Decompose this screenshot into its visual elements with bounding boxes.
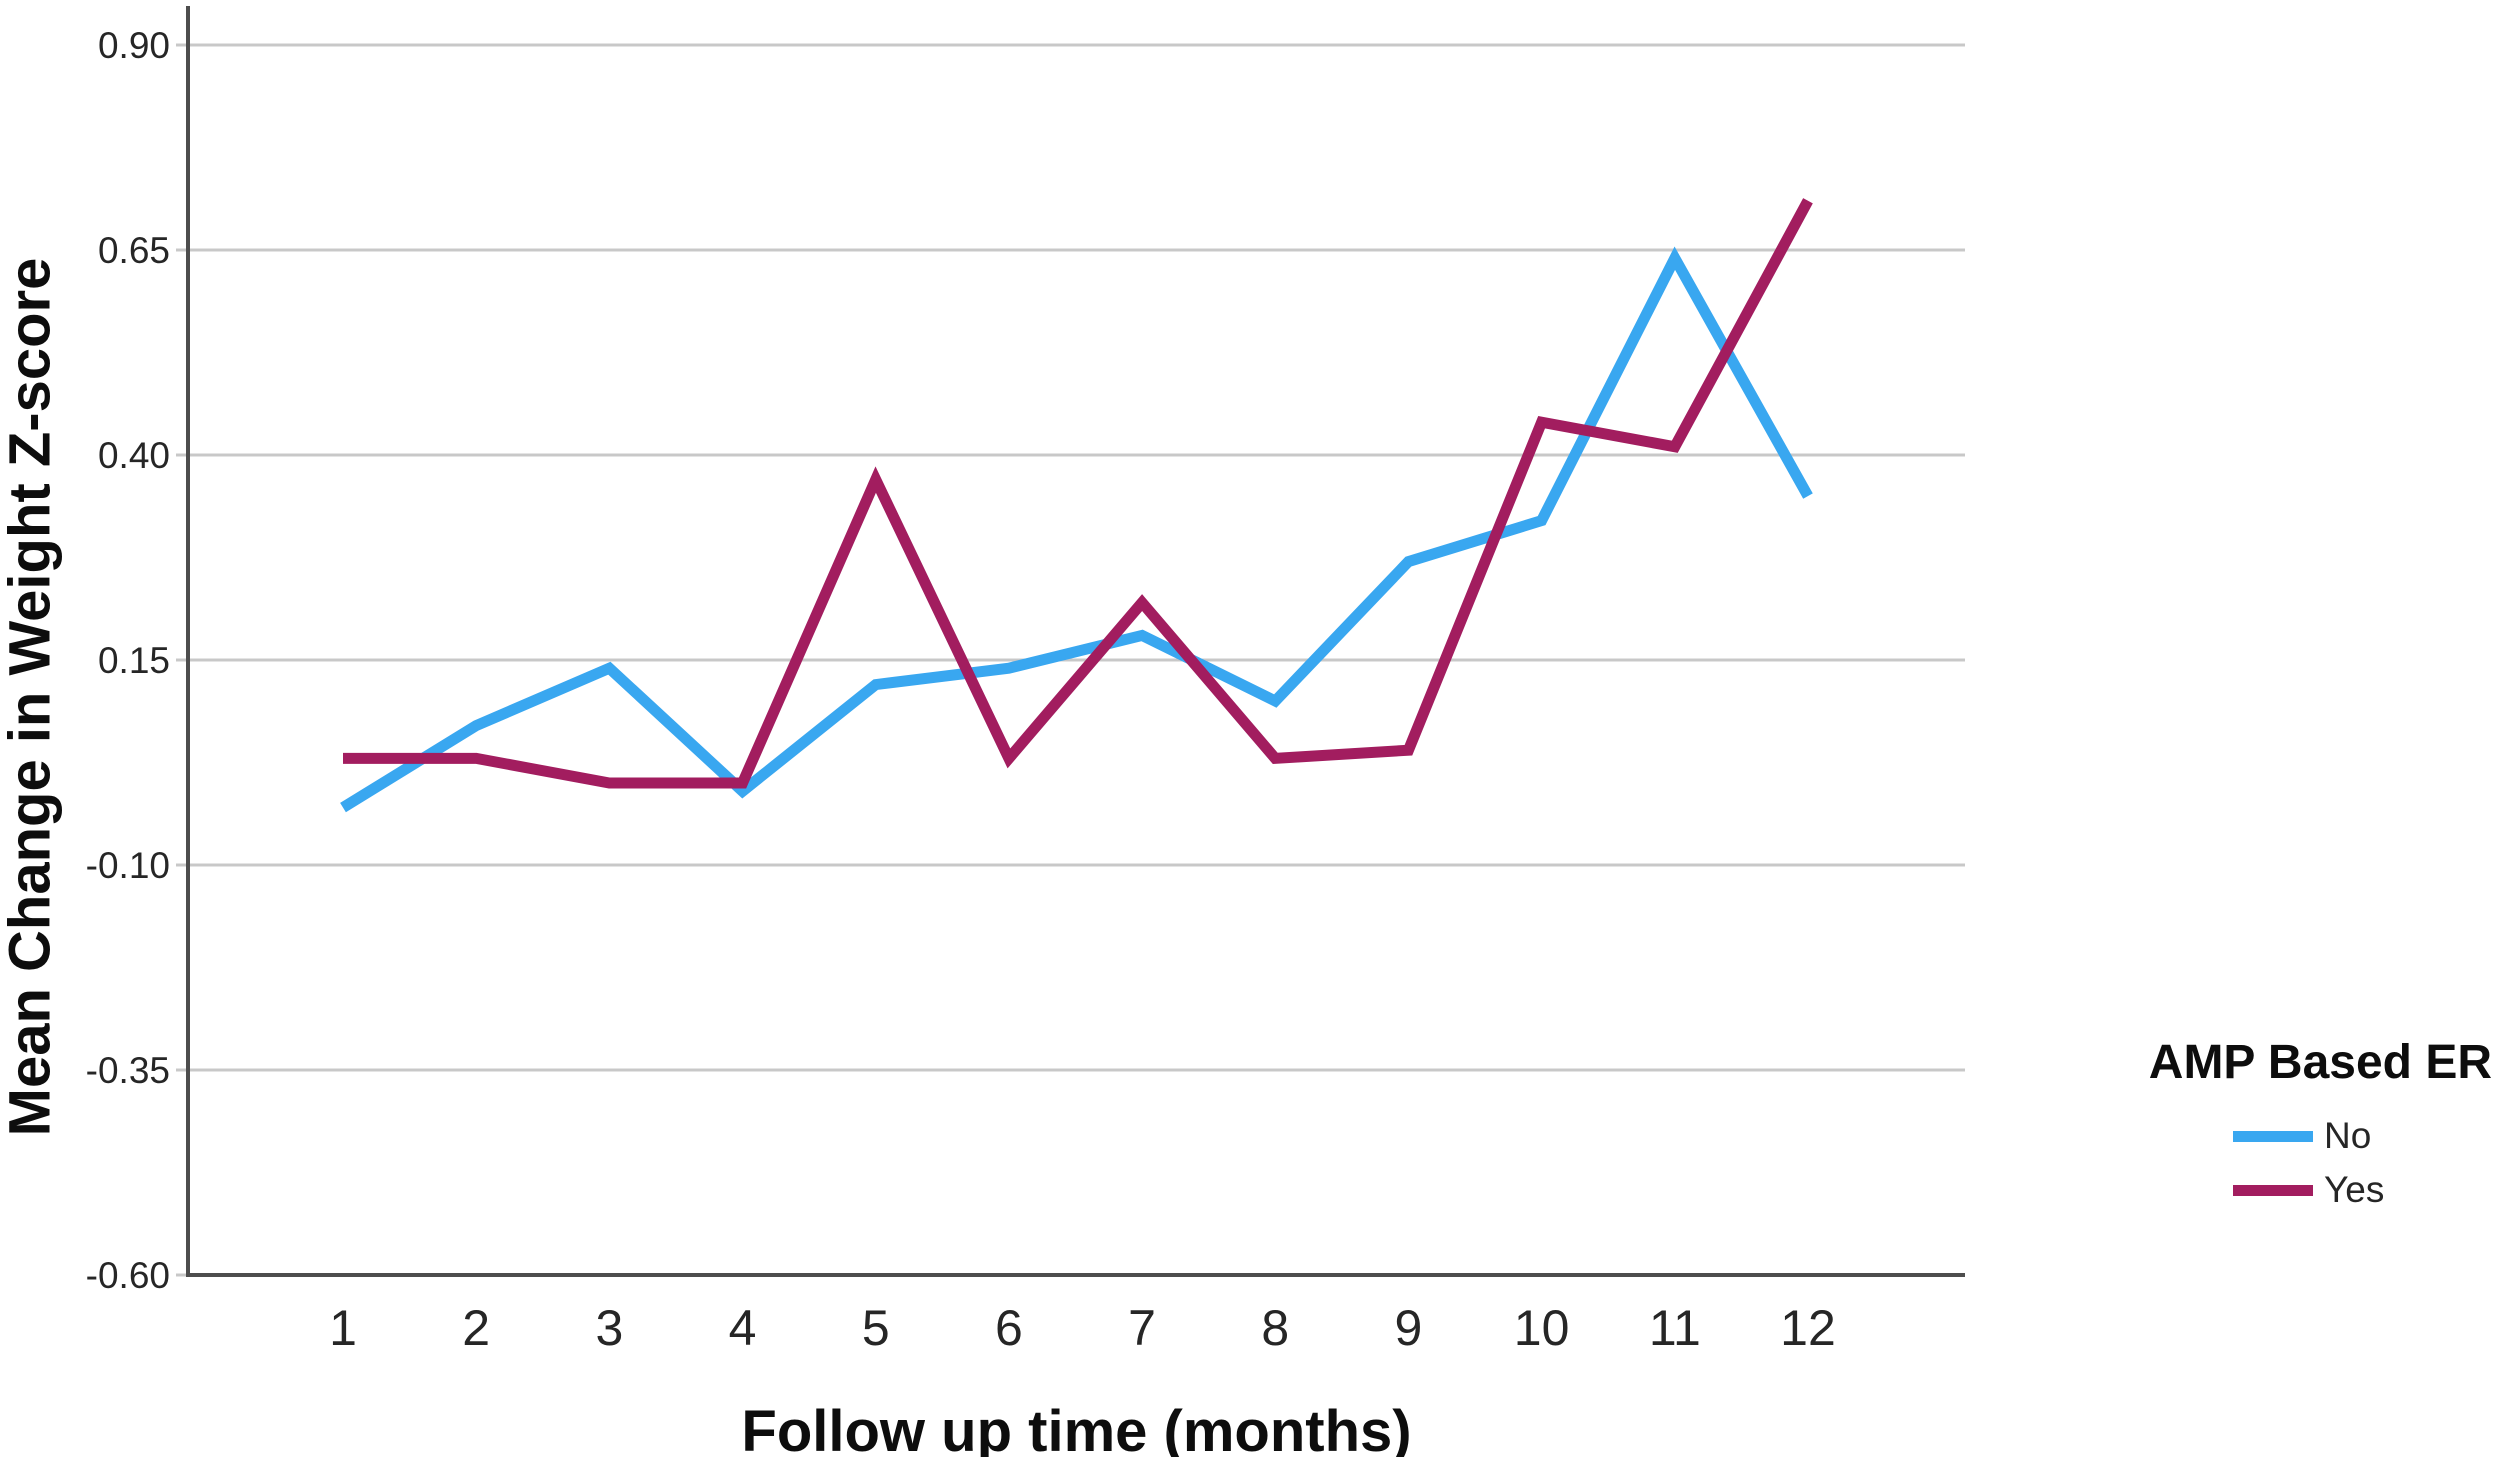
x-axis-title: Follow up time (months) — [741, 1399, 1412, 1457]
x-tick-label-10: 10 — [1514, 1300, 1570, 1356]
x-tick-label-2: 2 — [462, 1300, 490, 1356]
x-tick-label-11: 11 — [1649, 1300, 1701, 1356]
x-tick-label-6: 6 — [995, 1300, 1023, 1356]
x-tick-label-9: 9 — [1395, 1300, 1423, 1356]
x-tick-label-7: 7 — [1128, 1300, 1156, 1356]
legend-swatch-no-line — [2233, 1130, 2313, 1142]
x-tick-label-4: 4 — [729, 1300, 757, 1356]
x-tick-label-12: 12 — [1780, 1300, 1836, 1356]
x-tick-label-3: 3 — [595, 1300, 623, 1356]
x-tick-label-1: 1 — [329, 1300, 357, 1356]
y-axis-title: Mean Change in Weight Z-score — [0, 257, 63, 1137]
series-line-yes — [343, 198, 1813, 789]
legend-title: AMP Based ER — [2148, 1036, 2492, 1089]
series-line-no — [340, 246, 1813, 813]
x-tick-label-8: 8 — [1261, 1300, 1289, 1356]
y-tick-label--0.10: -0.10 — [86, 845, 170, 886]
y-tick-label-0.40: 0.40 — [98, 435, 170, 476]
legend-label-yes: Yes — [2324, 1169, 2385, 1210]
x-tick-label-5: 5 — [862, 1300, 890, 1356]
legend-swatch-yes-line — [2233, 1184, 2313, 1196]
y-tick-label-0.90: 0.90 — [98, 25, 170, 66]
y-tick-label--0.35: -0.35 — [86, 1050, 170, 1091]
y-tick-label-0.15: 0.15 — [98, 640, 170, 681]
legend-item-yes: Yes — [2080, 1163, 2492, 1217]
legend-item-no: No — [2080, 1109, 2492, 1163]
y-tick-label--0.60: -0.60 — [86, 1255, 170, 1296]
legend-label-no: No — [2324, 1115, 2372, 1156]
legend-items: No Yes — [2080, 1109, 2492, 1217]
legend: AMP Based ER No Yes — [2080, 1039, 2492, 1217]
y-tick-label-0.65: 0.65 — [98, 230, 170, 271]
